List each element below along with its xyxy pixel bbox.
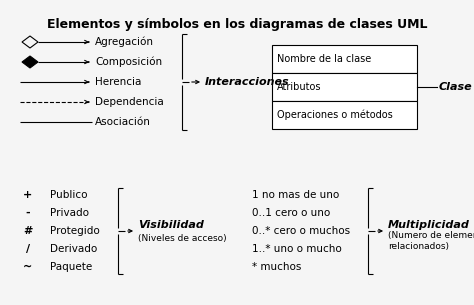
Text: Paquete: Paquete <box>50 262 92 272</box>
Text: Asociación: Asociación <box>95 117 151 127</box>
Text: +: + <box>23 190 33 200</box>
Text: ~: ~ <box>23 262 33 272</box>
Text: Interacciones: Interacciones <box>205 77 290 87</box>
Text: Dependencia: Dependencia <box>95 97 164 107</box>
Text: 0..1 cero o uno: 0..1 cero o uno <box>252 208 330 218</box>
Text: * muchos: * muchos <box>252 262 301 272</box>
Polygon shape <box>22 56 38 68</box>
Text: -: - <box>26 208 30 218</box>
Text: 0..* cero o muchos: 0..* cero o muchos <box>252 226 350 236</box>
Bar <box>272 45 417 73</box>
Text: 1..* uno o mucho: 1..* uno o mucho <box>252 244 342 254</box>
Bar <box>272 101 417 129</box>
Text: Publico: Publico <box>50 190 88 200</box>
Bar <box>272 73 417 101</box>
Text: Visibilidad: Visibilidad <box>138 220 204 230</box>
Text: (Niveles de acceso): (Niveles de acceso) <box>138 235 227 243</box>
Text: Composición: Composición <box>95 57 162 67</box>
Text: /: / <box>26 244 30 254</box>
Text: Derivado: Derivado <box>50 244 97 254</box>
Text: Agregación: Agregación <box>95 37 154 47</box>
Text: Multiplicidad: Multiplicidad <box>388 220 470 230</box>
Text: Clase: Clase <box>439 82 473 92</box>
Text: Privado: Privado <box>50 208 89 218</box>
Text: (Numero de elementos
relacionados): (Numero de elementos relacionados) <box>388 231 474 251</box>
Text: Elementos y símbolos en los diagramas de clases UML: Elementos y símbolos en los diagramas de… <box>47 18 427 31</box>
Text: 1 no mas de uno: 1 no mas de uno <box>252 190 339 200</box>
Text: Herencia: Herencia <box>95 77 141 87</box>
Text: Nombre de la clase: Nombre de la clase <box>277 54 371 64</box>
Text: Atributos: Atributos <box>277 82 321 92</box>
Text: Protegido: Protegido <box>50 226 100 236</box>
Text: #: # <box>23 226 33 236</box>
Text: Operaciones o métodos: Operaciones o métodos <box>277 110 393 120</box>
